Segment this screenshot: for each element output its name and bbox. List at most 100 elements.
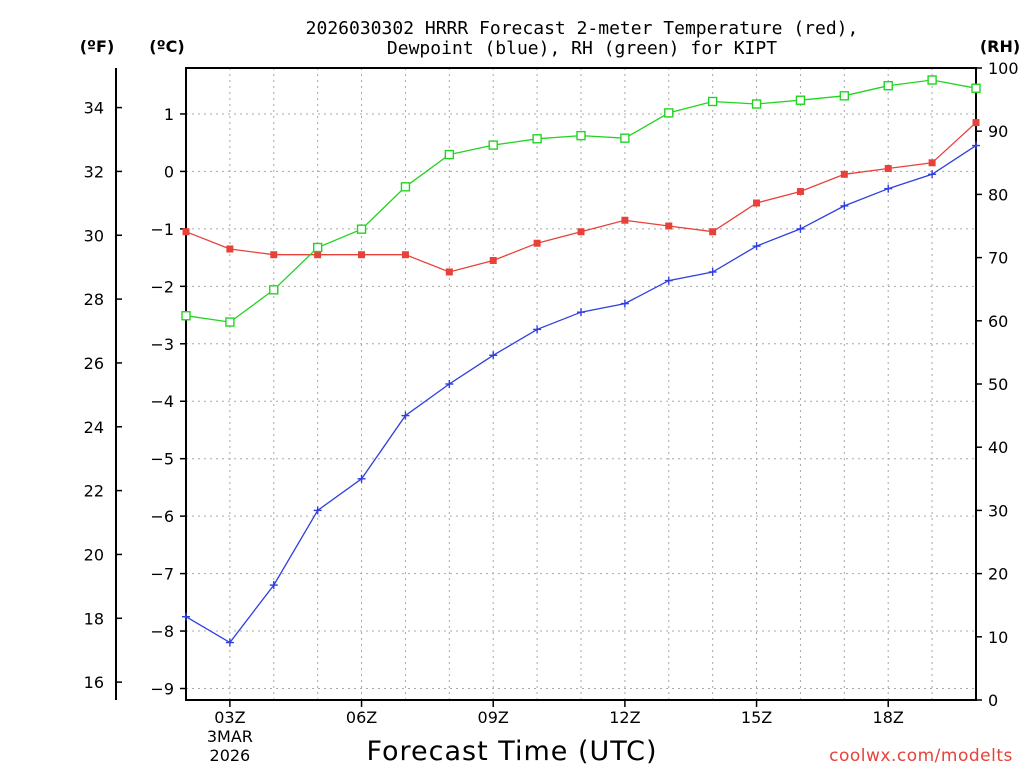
temperature-point <box>489 256 497 264</box>
rh-tick-label: 20 <box>988 565 1008 584</box>
rh-tick-label: 0 <box>988 691 998 710</box>
celsius-tick-label: −6 <box>150 507 174 526</box>
temperature-point <box>753 199 761 207</box>
rh-point <box>839 91 850 101</box>
x-tick-label: 12Z <box>609 708 640 727</box>
celsius-tick-label: −7 <box>150 565 174 584</box>
credit-text: coolwx.com/modelts <box>829 746 1013 766</box>
x-axis-label: Forecast Time (UTC) <box>366 736 657 767</box>
temperature-point <box>182 228 190 236</box>
temperature-point <box>577 228 585 236</box>
rh-tick-label: 90 <box>988 122 1008 141</box>
dewpoint-point <box>884 184 893 193</box>
temperature-point <box>358 251 366 259</box>
rh-tick-label: 70 <box>988 249 1008 268</box>
fahrenheit-tick-label: 24 <box>84 418 104 437</box>
rh-tick-label: 80 <box>988 185 1008 204</box>
x-tick-label: 03Z <box>214 708 245 727</box>
fahrenheit-tick-label: 30 <box>84 226 104 245</box>
dewpoint-point <box>357 474 366 483</box>
rh-point <box>444 149 455 160</box>
rh-point <box>356 224 367 234</box>
rh-point <box>664 108 674 118</box>
dewpoint-point <box>840 201 849 210</box>
celsius-tick-label: −9 <box>150 680 174 699</box>
rh-point <box>927 75 937 85</box>
fahrenheit-tick-label: 28 <box>84 290 104 309</box>
celsius-tick-label: −2 <box>150 277 174 296</box>
temperature-point <box>226 245 234 253</box>
dewpoint-point <box>620 299 629 308</box>
temperature-point <box>840 170 848 178</box>
rh-point <box>400 182 411 192</box>
dewpoint-point <box>313 506 322 515</box>
rh-point <box>883 80 893 91</box>
rh-tick-label: 100 <box>988 59 1019 78</box>
data-series <box>181 75 981 647</box>
rh-tick-label: 30 <box>988 501 1008 520</box>
x-tick-label: 15Z <box>741 708 772 727</box>
temperature-point <box>401 251 409 259</box>
rh-point <box>707 96 718 107</box>
fahrenheit-tick-label: 20 <box>84 545 104 564</box>
dewpoint-point <box>577 308 585 317</box>
axes <box>115 67 982 707</box>
fahrenheit-tick-label: 22 <box>84 482 104 501</box>
rh-point <box>488 140 498 150</box>
rh-point <box>532 134 542 144</box>
chart-title-line1: 2026030302 HRRR Forecast 2-meter Tempera… <box>306 18 859 39</box>
x-tick-label: 06Z <box>346 708 377 727</box>
temperature-point <box>665 222 673 230</box>
rh-tick-label: 10 <box>988 628 1008 647</box>
rh-tick-label: 60 <box>988 312 1008 331</box>
gridlines <box>186 68 976 700</box>
celsius-tick-label: 1 <box>164 105 174 124</box>
temperature-point <box>928 159 936 167</box>
rh-tick-label: 50 <box>988 375 1008 394</box>
temperature-point <box>621 216 629 224</box>
dewpoint-point <box>752 242 761 251</box>
rh-point <box>971 83 981 93</box>
fahrenheit-tick-label: 32 <box>84 162 104 181</box>
temperature-point <box>709 228 717 236</box>
x-tick-date-label: 3MAR <box>207 727 253 746</box>
rh-point <box>576 130 586 141</box>
fahrenheit-unit-label: (ºF) <box>80 37 115 56</box>
dewpoint-point <box>269 581 278 590</box>
rh-point <box>795 95 806 105</box>
dewpoint-point <box>489 351 498 360</box>
temperature-point <box>270 251 278 259</box>
celsius-unit-label: (ºC) <box>149 37 184 56</box>
celsius-tick-label: 0 <box>164 162 174 181</box>
rh-point <box>620 133 630 143</box>
dewpoint-point <box>664 276 673 285</box>
fahrenheit-tick-label: 16 <box>84 673 104 692</box>
dewpoint-point <box>708 267 717 276</box>
x-tick-label: 18Z <box>873 708 904 727</box>
dewpoint-point <box>182 612 190 621</box>
temperature-point <box>445 268 453 276</box>
rh-point <box>269 285 279 295</box>
celsius-tick-label: −4 <box>150 392 174 411</box>
plot-frame <box>185 67 977 701</box>
celsius-tick-label: −5 <box>150 450 174 469</box>
temperature-point <box>796 188 804 196</box>
x-tick-label: 09Z <box>478 708 509 727</box>
dewpoint-point <box>533 325 542 334</box>
celsius-tick-label: −3 <box>150 335 174 354</box>
rh-point <box>225 317 235 327</box>
tick-labels: 10−1−2−3−4−5−6−7−8−934323028262422201816… <box>84 59 1019 765</box>
rh-tick-label: 40 <box>988 438 1008 457</box>
dewpoint-point <box>401 411 410 420</box>
x-tick-year-label: 2026 <box>210 746 251 765</box>
rh-point <box>181 311 191 321</box>
celsius-tick-label: −1 <box>150 220 174 239</box>
temperature-point <box>533 239 541 247</box>
dewpoint-point <box>928 170 937 179</box>
dewpoint-point <box>972 141 980 150</box>
rh-point <box>312 242 323 253</box>
temperature-point <box>314 251 322 259</box>
chart-title-line2: Dewpoint (blue), RH (green) for KIPT <box>387 38 777 59</box>
dewpoint-point <box>445 380 454 388</box>
